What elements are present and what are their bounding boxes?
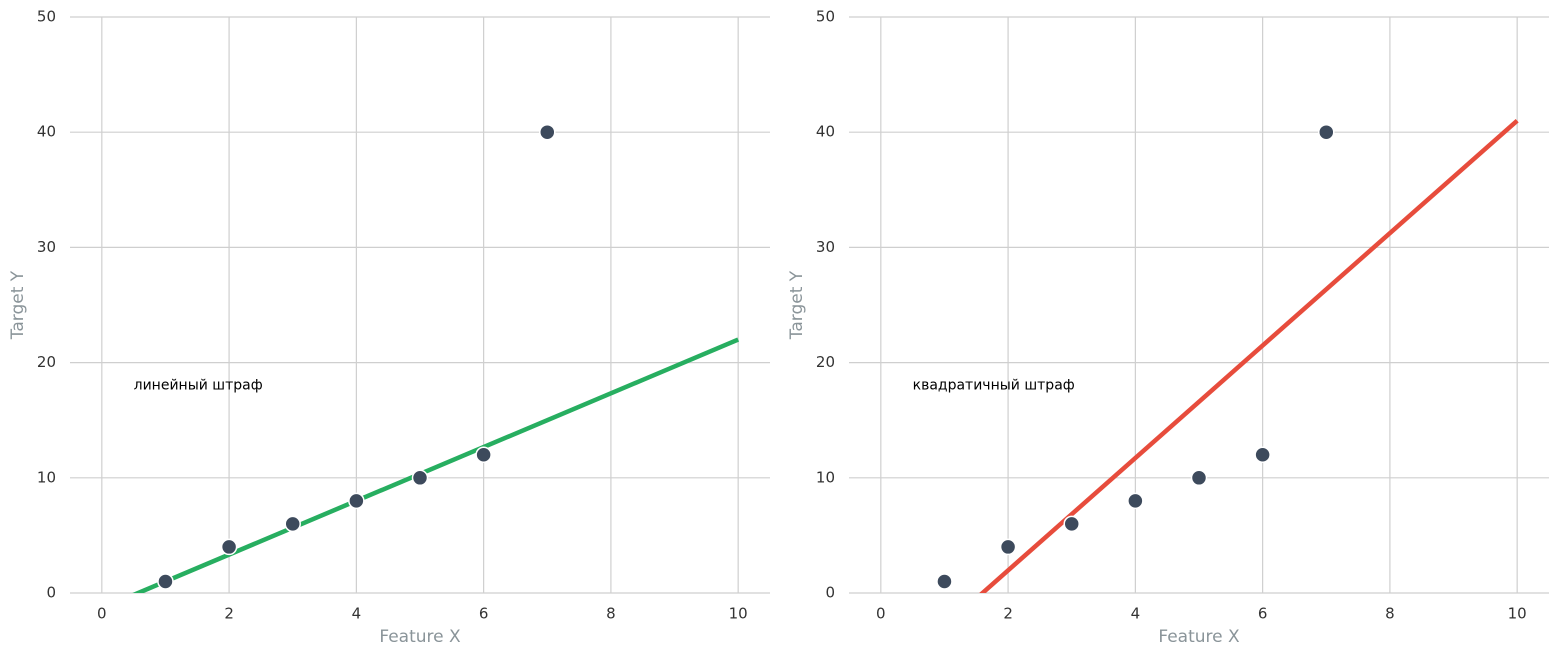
y-tick-label: 30 <box>37 238 56 256</box>
x-axis-label: Feature X <box>379 627 461 647</box>
point <box>1190 469 1208 487</box>
y-tick-label: 50 <box>816 8 835 26</box>
annotation: линейный штраф <box>134 378 263 394</box>
point <box>157 573 174 590</box>
y-tick-label: 20 <box>816 353 835 371</box>
y-tick-label: 40 <box>816 123 835 141</box>
point <box>411 469 429 487</box>
x-tick-label: 2 <box>1003 605 1013 623</box>
point <box>1063 515 1080 533</box>
y-tick-label: 20 <box>37 353 56 371</box>
y-tick-label: 50 <box>37 8 56 26</box>
panel: 0 10 20 30 40 50 0 2 4 6 8 10 Feature X Target Y квадр… <box>787 8 1549 647</box>
point <box>475 446 492 464</box>
point <box>348 492 365 510</box>
point <box>999 538 1017 556</box>
point <box>220 538 238 556</box>
x-axis-label: Feature X <box>1158 627 1240 647</box>
y-tick-label: 40 <box>37 123 56 141</box>
x-tick-label: 0 <box>97 605 107 623</box>
x-tick-label: 10 <box>1508 605 1527 623</box>
point <box>284 515 301 533</box>
x-tick-label: 8 <box>1385 605 1395 623</box>
x-tick-label: 0 <box>876 605 886 623</box>
point <box>1254 446 1271 464</box>
y-tick-label: 10 <box>816 468 835 486</box>
panel: 0 10 20 30 40 50 0 2 4 6 8 10 Feature X Target Y линей… <box>8 8 770 647</box>
y-axis-label: Target Y <box>787 270 807 340</box>
x-tick-label: 6 <box>1258 605 1268 623</box>
x-tick-label: 2 <box>224 605 234 623</box>
annotation: квадратичный штраф <box>913 378 1075 394</box>
x-tick-label: 4 <box>1131 605 1141 623</box>
x-tick-label: 6 <box>479 605 489 623</box>
y-tick-label: 0 <box>46 584 56 602</box>
y-tick-label: 0 <box>825 584 835 602</box>
y-tick-label: 10 <box>37 468 56 486</box>
point <box>539 123 556 141</box>
x-tick-label: 8 <box>606 605 616 623</box>
point <box>936 573 953 590</box>
point <box>1127 492 1144 510</box>
x-tick-label: 4 <box>352 605 362 623</box>
fit-line <box>979 118 1519 593</box>
x-tick-label: 10 <box>729 605 748 623</box>
point <box>1318 123 1335 141</box>
y-axis-label: Target Y <box>8 270 28 340</box>
y-tick-label: 30 <box>816 238 835 256</box>
